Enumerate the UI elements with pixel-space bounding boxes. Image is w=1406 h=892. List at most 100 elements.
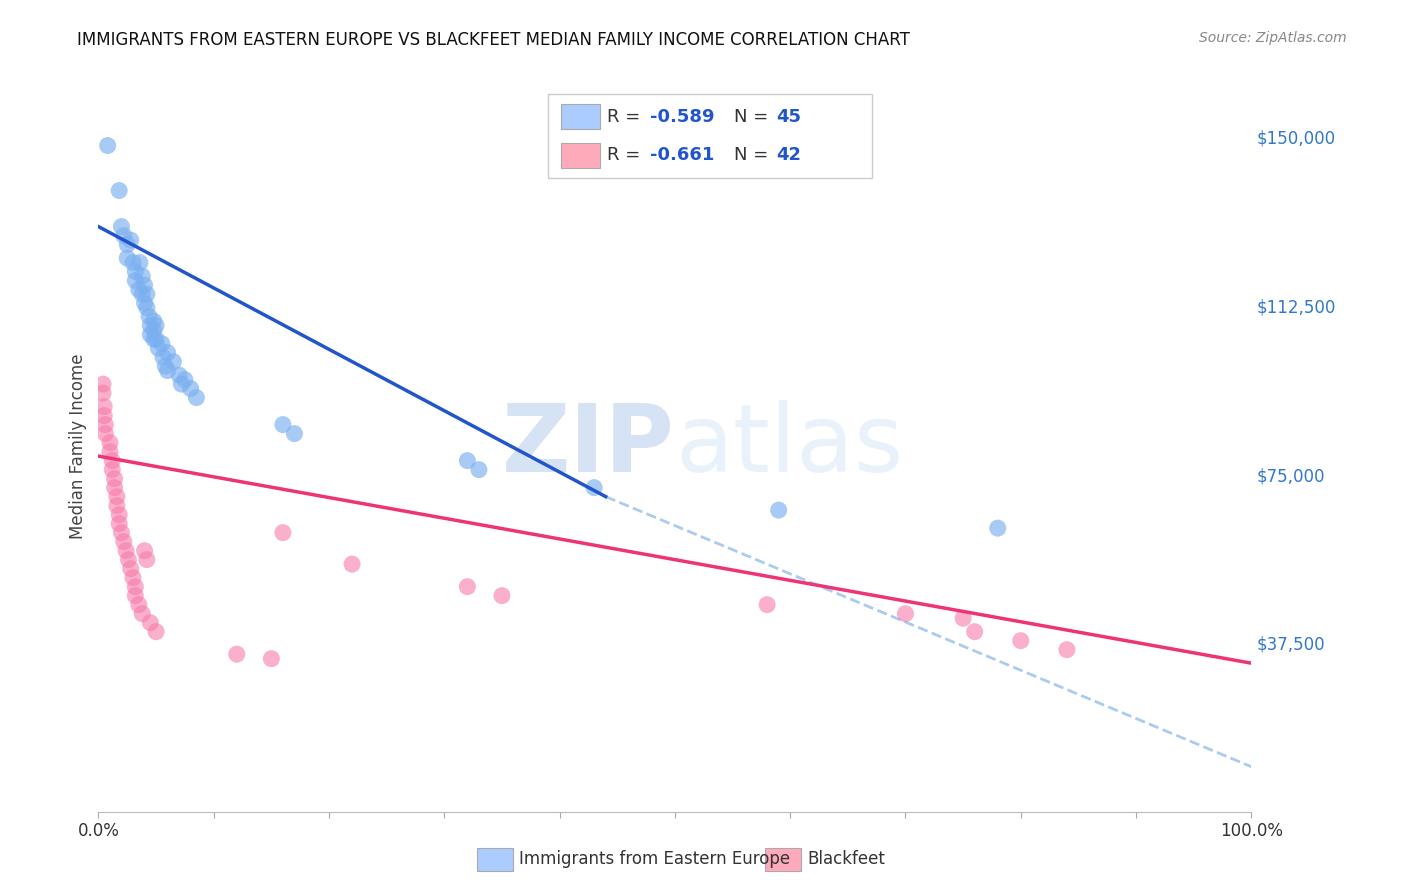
Point bbox=[117, 237, 139, 252]
Point bbox=[963, 624, 986, 639]
Point bbox=[128, 283, 150, 297]
Point bbox=[124, 264, 146, 278]
Point bbox=[139, 615, 162, 630]
Point bbox=[156, 363, 179, 377]
Point bbox=[145, 318, 167, 333]
Point bbox=[124, 589, 146, 603]
Point bbox=[145, 624, 167, 639]
Text: -0.661: -0.661 bbox=[650, 146, 714, 164]
Point bbox=[122, 255, 145, 269]
Point bbox=[894, 607, 917, 621]
Point bbox=[131, 269, 153, 284]
Point bbox=[112, 228, 135, 243]
Point bbox=[142, 314, 165, 328]
Point bbox=[105, 499, 128, 513]
Point bbox=[101, 453, 124, 467]
Point bbox=[112, 534, 135, 549]
Point bbox=[174, 373, 197, 387]
Point bbox=[1056, 642, 1078, 657]
Point bbox=[271, 525, 294, 540]
Point bbox=[155, 359, 177, 373]
Point bbox=[340, 557, 363, 571]
Point bbox=[756, 598, 779, 612]
Text: atlas: atlas bbox=[675, 400, 903, 492]
Point bbox=[108, 184, 131, 198]
Point bbox=[120, 233, 142, 247]
Point bbox=[115, 543, 138, 558]
Point bbox=[110, 525, 132, 540]
Point bbox=[105, 490, 128, 504]
Text: 45: 45 bbox=[776, 108, 801, 126]
Point bbox=[117, 552, 139, 566]
Point bbox=[103, 481, 125, 495]
Point bbox=[186, 391, 208, 405]
Point bbox=[129, 255, 152, 269]
Point bbox=[135, 552, 157, 566]
Point bbox=[283, 426, 305, 441]
Text: 42: 42 bbox=[776, 146, 801, 164]
Point bbox=[101, 462, 124, 476]
Text: R =: R = bbox=[607, 146, 647, 164]
Point bbox=[987, 521, 1010, 535]
Point bbox=[952, 611, 974, 625]
Point bbox=[94, 426, 117, 441]
Point bbox=[135, 287, 157, 301]
Point bbox=[94, 417, 117, 432]
Point bbox=[97, 138, 120, 153]
Text: N =: N = bbox=[734, 108, 773, 126]
Point bbox=[271, 417, 294, 432]
Point bbox=[225, 647, 247, 661]
Text: N =: N = bbox=[734, 146, 773, 164]
Point bbox=[142, 332, 165, 346]
Point bbox=[142, 323, 165, 337]
Point bbox=[98, 435, 121, 450]
Point bbox=[468, 462, 491, 476]
Point bbox=[138, 310, 160, 324]
Point bbox=[162, 354, 184, 368]
Point bbox=[139, 327, 162, 342]
Point bbox=[124, 274, 146, 288]
Point bbox=[167, 368, 190, 383]
Point bbox=[156, 345, 179, 359]
Point bbox=[128, 598, 150, 612]
Point bbox=[103, 472, 125, 486]
Point bbox=[134, 296, 156, 310]
Point bbox=[150, 336, 173, 351]
Text: -0.589: -0.589 bbox=[650, 108, 714, 126]
Point bbox=[91, 377, 114, 392]
Text: Source: ZipAtlas.com: Source: ZipAtlas.com bbox=[1199, 31, 1347, 45]
Point bbox=[131, 607, 153, 621]
Point bbox=[768, 503, 790, 517]
Text: Blackfeet: Blackfeet bbox=[807, 850, 884, 868]
Point bbox=[456, 580, 478, 594]
Point bbox=[134, 278, 156, 293]
Point bbox=[117, 251, 139, 265]
Point bbox=[131, 287, 153, 301]
Text: ZIP: ZIP bbox=[502, 400, 675, 492]
Point bbox=[145, 332, 167, 346]
Point bbox=[93, 409, 115, 423]
Point bbox=[108, 516, 131, 531]
Text: IMMIGRANTS FROM EASTERN EUROPE VS BLACKFEET MEDIAN FAMILY INCOME CORRELATION CHA: IMMIGRANTS FROM EASTERN EUROPE VS BLACKF… bbox=[77, 31, 910, 49]
Point bbox=[98, 444, 121, 458]
Point bbox=[134, 543, 156, 558]
Point bbox=[152, 350, 174, 364]
Point bbox=[170, 377, 193, 392]
Point bbox=[124, 580, 146, 594]
Point bbox=[93, 400, 115, 414]
Point bbox=[120, 562, 142, 576]
Point bbox=[260, 651, 283, 665]
Point bbox=[110, 219, 132, 234]
Point bbox=[491, 589, 513, 603]
Text: R =: R = bbox=[607, 108, 647, 126]
Point bbox=[1010, 633, 1032, 648]
Point bbox=[139, 318, 162, 333]
Point bbox=[122, 571, 145, 585]
Y-axis label: Median Family Income: Median Family Income bbox=[69, 353, 87, 539]
Point bbox=[456, 453, 478, 467]
Point bbox=[91, 386, 114, 401]
Point bbox=[180, 382, 202, 396]
Point bbox=[135, 301, 157, 315]
Text: Immigrants from Eastern Europe: Immigrants from Eastern Europe bbox=[519, 850, 790, 868]
Point bbox=[583, 481, 606, 495]
